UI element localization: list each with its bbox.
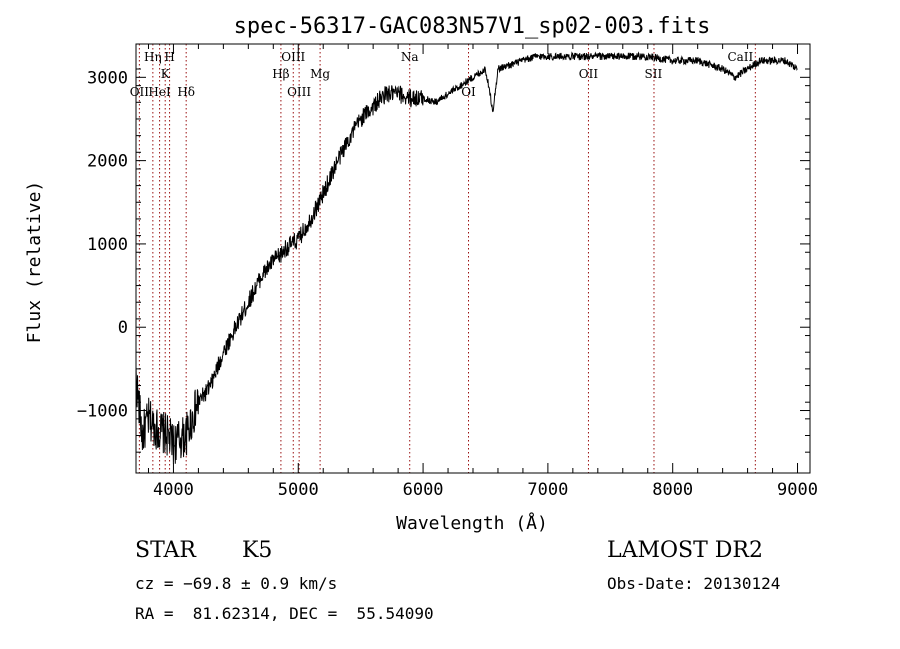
x-tick-label: 6000	[403, 480, 444, 500]
marker-label: HeI	[148, 85, 171, 99]
object-class: STAR	[135, 538, 196, 563]
marker-label: OII	[579, 67, 599, 81]
marker-label: OII	[130, 85, 150, 99]
x-tick-label: 7000	[527, 480, 568, 500]
line-markers: OII Hη KH HeI Hδ OIII Hβ OIII Mg Na OI OII SII CaII	[130, 44, 756, 473]
y-axis: −1000 0 1000 2000 3000	[77, 68, 810, 453]
x-tick-label: 9000	[777, 480, 818, 500]
marker-label: CaII	[727, 50, 753, 64]
plot-frame	[135, 43, 811, 474]
object-subclass: K5	[242, 538, 273, 563]
marker-label: K	[161, 67, 171, 81]
chart-title: spec-56317-GAC083N57V1_sp02-003.fits	[234, 14, 711, 39]
marker-label: OI	[461, 85, 476, 99]
marker-label: Hδ	[177, 85, 195, 99]
marker-label: OIII	[281, 50, 305, 64]
marker-label: Na	[401, 50, 419, 64]
x-axis: 4000 5000 6000 7000 8000 9000	[147, 44, 818, 500]
marker-label: Mg	[310, 67, 330, 81]
marker-label: OIII	[287, 85, 311, 99]
spectrum-line	[135, 51, 798, 464]
y-tick-label: −1000	[77, 402, 128, 422]
x-tick-label: 5000	[278, 480, 319, 500]
y-tick-label: 0	[118, 318, 128, 338]
redshift-cz: cz = −69.8 ± 0.9 km/s	[135, 574, 338, 593]
marker-label: Hη	[144, 50, 162, 64]
y-axis-label: Flux (relative)	[24, 181, 45, 344]
survey-name: LAMOST DR2	[607, 538, 763, 563]
marker-label: SII	[645, 67, 663, 81]
x-axis-label: Wavelength (Å)	[396, 512, 548, 534]
y-tick-label: 2000	[87, 152, 128, 172]
y-tick-label: 1000	[87, 235, 128, 255]
y-tick-label: 3000	[87, 68, 128, 88]
marker-label: Hβ	[272, 67, 289, 81]
coordinates: RA = 81.62314, DEC = 55.54090	[135, 604, 434, 623]
plot-border	[135, 43, 811, 474]
x-tick-label: 8000	[652, 480, 693, 500]
marker-label: H	[164, 50, 174, 64]
obs-date: Obs-Date: 20130124	[607, 574, 781, 593]
x-tick-label: 4000	[153, 480, 194, 500]
